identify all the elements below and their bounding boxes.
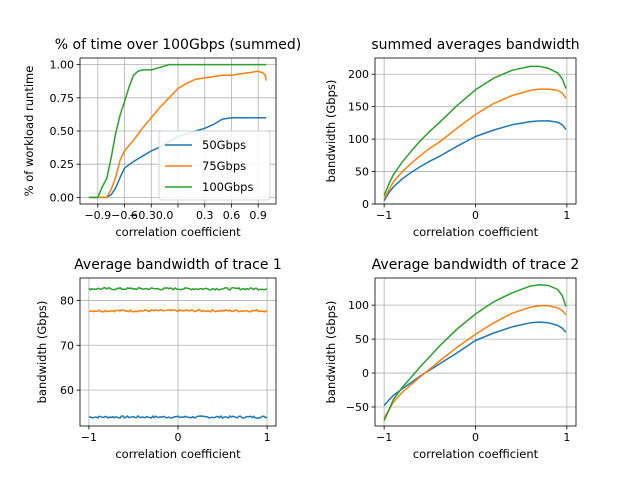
legend-label-75Gbps: 75Gbps: [202, 159, 246, 173]
y-tick-label: 50: [355, 333, 369, 346]
x-axis-label: correlation coefficient: [413, 447, 539, 461]
y-axis-label: bandwidth (Gbps): [324, 301, 338, 404]
chart-title: summed averages bandwidth: [371, 37, 579, 53]
subplot-p1: −0.9 −0.6−0.30.0 0.3 0.6 0.9 0.00 0.25 0.50 0.75…: [22, 37, 301, 239]
x-tick-label: 0.6: [223, 209, 241, 222]
y-tick-label: 150: [348, 101, 369, 114]
chart-title: % of time over 100Gbps (summed): [55, 37, 301, 53]
x-tick-label: 1: [563, 431, 570, 444]
x-axis-label: correlation coefficient: [413, 225, 539, 239]
subplot-p3: −1 0 1 60 70 80 Average bandwidth of trace 1 co…: [35, 257, 282, 461]
y-tick-label: 50: [355, 166, 369, 179]
legend-box: [158, 130, 271, 201]
series-line-75Gbps: [383, 88, 567, 200]
y-tick-label: 200: [348, 68, 369, 81]
y-tick-label: 1.00: [50, 59, 75, 72]
subplot-p4: −1 0 1 −50 0 50 100 Average bandwidth of trace …: [324, 257, 579, 461]
x-tick-label: 0.9: [249, 209, 267, 222]
x-tick-label: −1: [81, 431, 97, 444]
series-line-100Gbps: [88, 63, 267, 199]
series-line-100Gbps: [88, 286, 268, 291]
series-line-75Gbps: [88, 70, 267, 199]
y-tick-label: 0.00: [50, 191, 75, 204]
x-tick-label: −1: [376, 431, 392, 444]
series-line-50Gbps: [383, 321, 567, 407]
y-tick-label: −50: [346, 401, 369, 414]
x-tick-label: −0.30.0: [129, 209, 173, 222]
x-axis-label: correlation coefficient: [115, 225, 241, 239]
y-axis-label: bandwidth (Gbps): [324, 80, 338, 183]
legend: 50Gbps 75Gbps 100Gbps: [158, 130, 271, 201]
chart-title: Average bandwidth of trace 1: [74, 257, 282, 273]
legend-label-50Gbps: 50Gbps: [202, 138, 246, 152]
x-tick-label: 0: [175, 431, 182, 444]
x-tick-label: 1: [563, 209, 570, 222]
series-line-50Gbps: [383, 120, 567, 202]
y-axis-label: bandwidth (Gbps): [35, 301, 49, 404]
y-tick-label: 60: [60, 384, 74, 397]
y-tick-label: 70: [60, 339, 74, 352]
x-tick-label: 0: [472, 209, 479, 222]
x-tick-label: −0.6: [111, 209, 138, 222]
legend-label-100Gbps: 100Gbps: [202, 180, 253, 194]
y-tick-label: 100: [348, 299, 369, 312]
x-tick-label: 0.3: [196, 209, 214, 222]
y-tick-label: 100: [348, 133, 369, 146]
series-line-50Gbps: [88, 415, 268, 419]
x-tick-label: −0.9: [84, 209, 111, 222]
x-tick-label: 1: [264, 431, 271, 444]
series-line-75Gbps: [383, 305, 567, 419]
y-tick-label: 0.50: [50, 125, 75, 138]
y-tick-label: 0: [362, 198, 369, 211]
series-line-100Gbps: [383, 65, 567, 196]
y-tick-label: 0.25: [50, 158, 75, 171]
series-line-100Gbps: [383, 284, 567, 421]
x-tick-label: −1: [376, 209, 392, 222]
series-line-75Gbps: [88, 308, 268, 313]
y-tick-label: 0.75: [50, 92, 75, 105]
y-tick-label: 80: [60, 294, 74, 307]
y-axis-label: % of workload runtime: [22, 66, 36, 197]
y-tick-label: 0: [362, 367, 369, 380]
subplot-p2: −1 0 1 0 50 100 150 200 summed averages bandwidt…: [324, 37, 580, 239]
chart-title: Average bandwidth of trace 2: [372, 257, 580, 273]
x-tick-label: 0: [472, 431, 479, 444]
x-axis-label: correlation coefficient: [115, 447, 241, 461]
